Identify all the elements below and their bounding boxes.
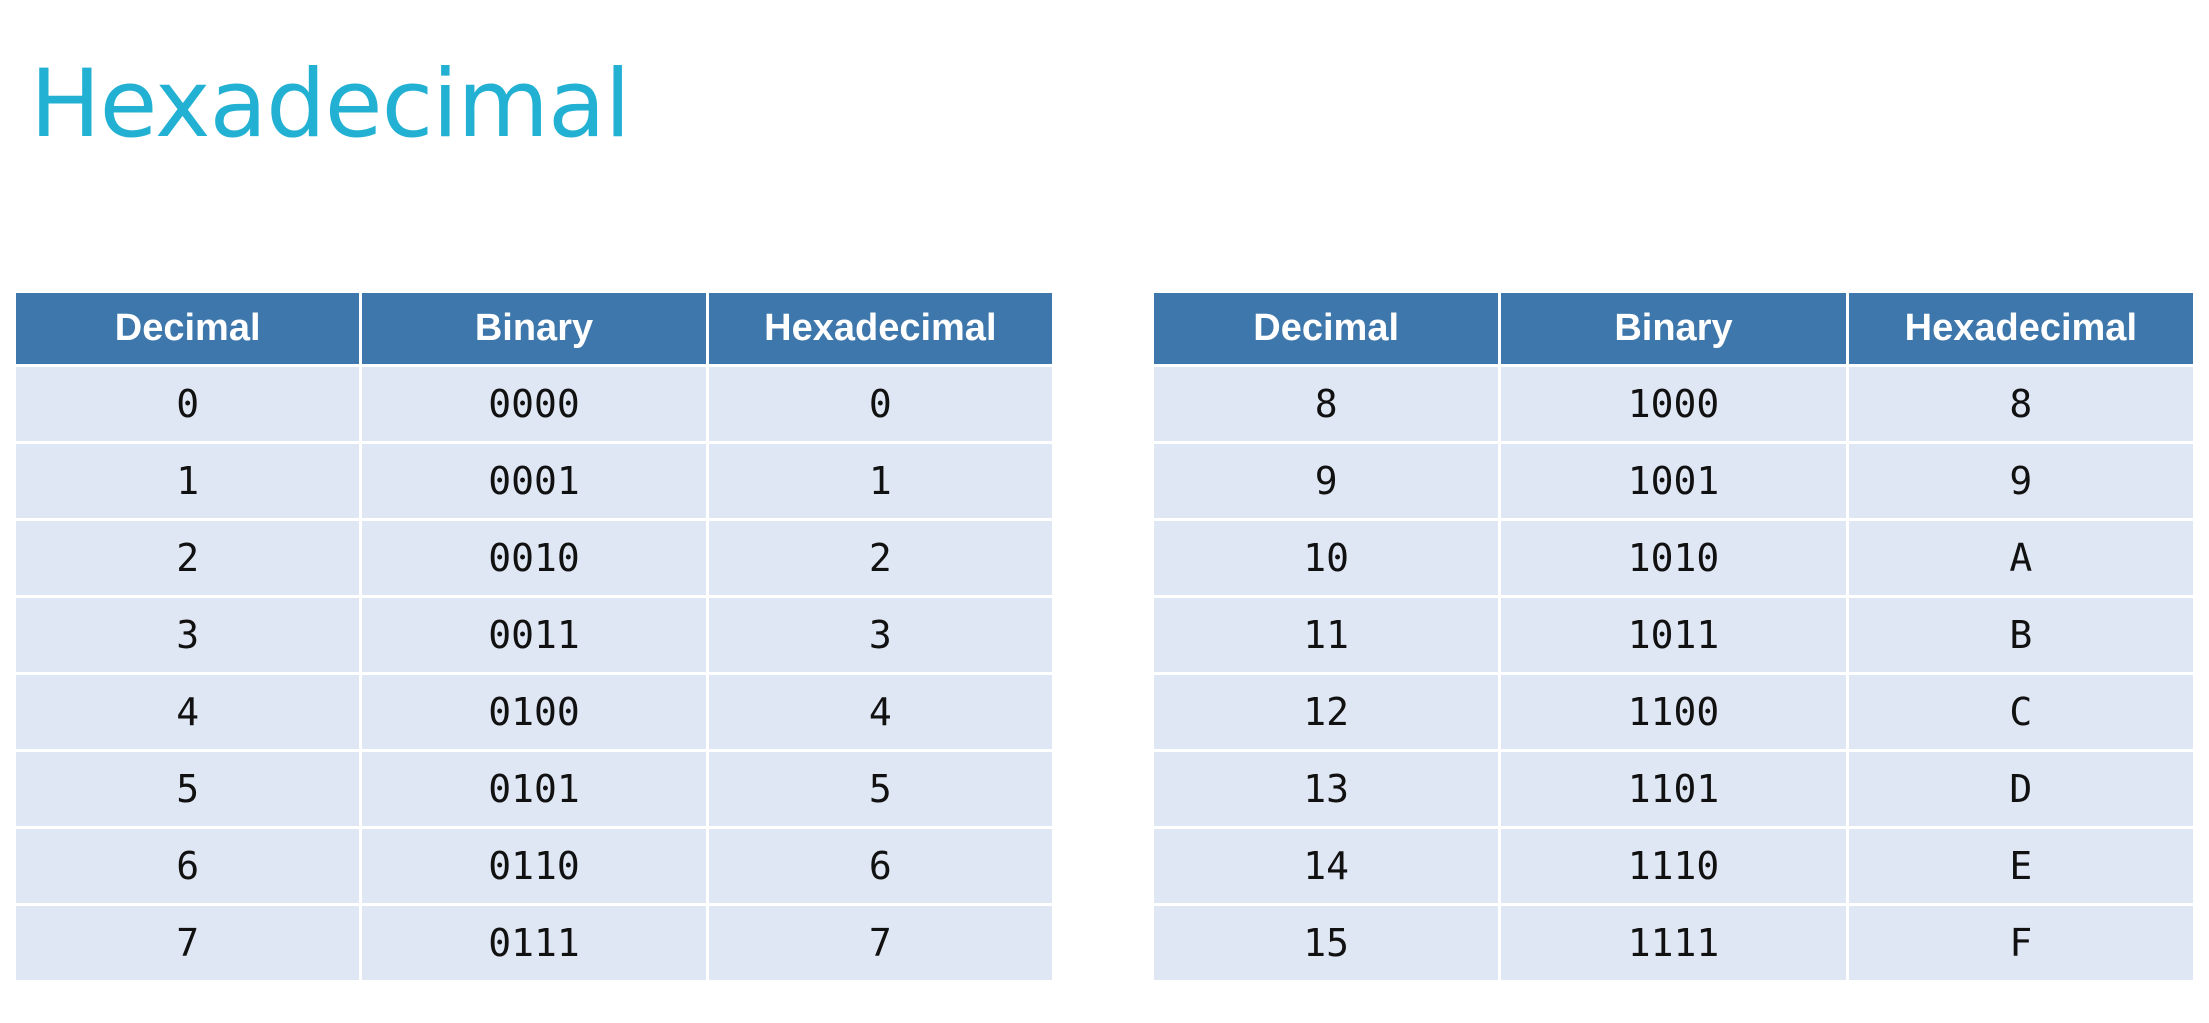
hexadecimal-cell: B [1848,598,2193,672]
hexadecimal-cell: E [1848,829,2193,903]
decimal-cell: 10 [1154,521,1499,595]
decimal-cell: 5 [16,752,360,826]
binary-cell: 1111 [1501,906,1846,980]
binary-cell: 1000 [1501,367,1846,441]
table-row: 1 0001 1 [16,444,1052,518]
conversion-table-right: Decimal Binary Hexadecimal 8 1000 8 9 1001 9 1… [1151,290,2196,983]
header-row: Decimal Binary Hexadecimal [16,293,1052,364]
decimal-cell: 15 [1154,906,1499,980]
binary-cell: 1001 [1501,444,1846,518]
decimal-cell: 1 [16,444,360,518]
header-binary: Binary [1501,293,1846,364]
binary-cell: 0010 [362,521,706,595]
hexadecimal-cell: C [1848,675,2193,749]
hexadecimal-cell: F [1848,906,2193,980]
table-row: 11 1011 B [1154,598,2193,672]
decimal-cell: 11 [1154,598,1499,672]
binary-cell: 0001 [362,444,706,518]
decimal-cell: 2 [16,521,360,595]
table-row: 10 1010 A [1154,521,2193,595]
table-row: 13 1101 D [1154,752,2193,826]
hexadecimal-cell: 9 [1848,444,2193,518]
hexadecimal-cell: D [1848,752,2193,826]
decimal-cell: 14 [1154,829,1499,903]
table-row: 9 1001 9 [1154,444,2193,518]
hexadecimal-cell: 8 [1848,367,2193,441]
header-hexadecimal: Hexadecimal [1848,293,2193,364]
hexadecimal-cell: 7 [708,906,1052,980]
decimal-cell: 0 [16,367,360,441]
decimal-cell: 13 [1154,752,1499,826]
table-row: 5 0101 5 [16,752,1052,826]
binary-cell: 1100 [1501,675,1846,749]
decimal-cell: 3 [16,598,360,672]
hexadecimal-cell: 1 [708,444,1052,518]
decimal-cell: 4 [16,675,360,749]
table-row: 7 0111 7 [16,906,1052,980]
binary-cell: 0111 [362,906,706,980]
header-hexadecimal: Hexadecimal [708,293,1052,364]
header-binary: Binary [362,293,706,364]
binary-cell: 0100 [362,675,706,749]
binary-cell: 1110 [1501,829,1846,903]
binary-cell: 0101 [362,752,706,826]
hexadecimal-cell: 0 [708,367,1052,441]
header-row: Decimal Binary Hexadecimal [1154,293,2193,364]
table-row: 8 1000 8 [1154,367,2193,441]
binary-cell: 1011 [1501,598,1846,672]
hexadecimal-cell: 4 [708,675,1052,749]
table-row: 12 1100 C [1154,675,2193,749]
table-row: 15 1111 F [1154,906,2193,980]
decimal-cell: 8 [1154,367,1499,441]
table-row: 6 0110 6 [16,829,1052,903]
binary-cell: 0000 [362,367,706,441]
table-row: 3 0011 3 [16,598,1052,672]
decimal-cell: 7 [16,906,360,980]
slide-title: Hexadecimal [30,50,631,159]
hexadecimal-cell: 2 [708,521,1052,595]
hexadecimal-cell: 5 [708,752,1052,826]
table-row: 2 0010 2 [16,521,1052,595]
decimal-cell: 12 [1154,675,1499,749]
table-row: 14 1110 E [1154,829,2193,903]
hexadecimal-cell: 6 [708,829,1052,903]
binary-cell: 1010 [1501,521,1846,595]
header-decimal: Decimal [16,293,360,364]
binary-cell: 1101 [1501,752,1846,826]
table-body: 0 0000 0 1 0001 1 2 0010 2 3 0011 3 4 0100 4 5 0101 5 6 011… [16,367,1052,980]
binary-cell: 0011 [362,598,706,672]
binary-cell: 0110 [362,829,706,903]
decimal-cell: 6 [16,829,360,903]
conversion-table-left: Decimal Binary Hexadecimal 0 0000 0 1 0001 1 2… [13,290,1055,983]
table-body: 8 1000 8 9 1001 9 10 1010 A 11 1011 B 12 1100 C 13 1101 D… [1154,367,2193,980]
table-row: 0 0000 0 [16,367,1052,441]
hexadecimal-cell: 3 [708,598,1052,672]
hexadecimal-cell: A [1848,521,2193,595]
header-decimal: Decimal [1154,293,1499,364]
table-row: 4 0100 4 [16,675,1052,749]
decimal-cell: 9 [1154,444,1499,518]
